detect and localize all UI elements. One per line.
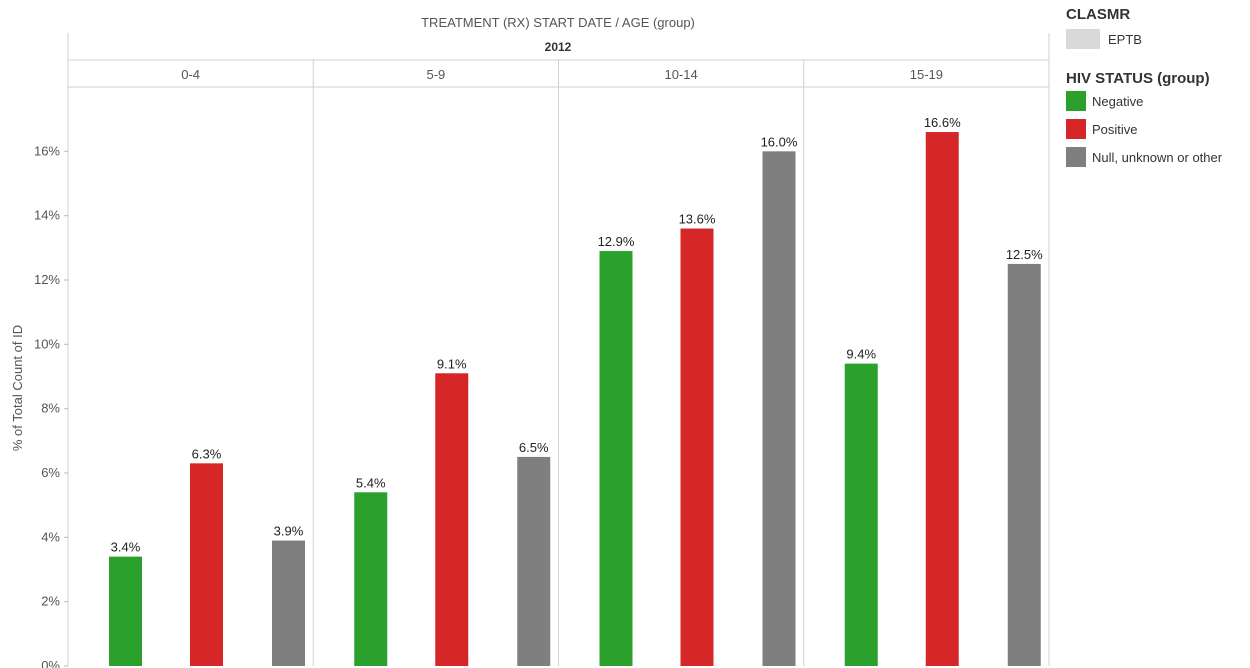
bar-10-14-negative[interactable] xyxy=(599,251,633,667)
bar-chart: TREATMENT (RX) START DATE / AGE (group) … xyxy=(10,15,1050,668)
year-header: 2012 xyxy=(545,40,572,54)
y-tick-label: 6% xyxy=(41,465,60,480)
bar-value-label: 9.4% xyxy=(846,347,876,362)
legend-item-eptb[interactable]: EPTB xyxy=(1066,28,1142,50)
legend-item-null-unknown-other[interactable]: Null, unknown or other xyxy=(1066,146,1222,168)
bar-value-label: 13.6% xyxy=(679,212,716,227)
bar-10-14-null[interactable] xyxy=(762,151,796,667)
legend-swatch-negative xyxy=(1066,91,1086,111)
bar-value-label: 5.4% xyxy=(356,475,386,490)
category-header-10-14: 10-14 xyxy=(665,67,698,82)
y-axis-label: % of Total Count of ID xyxy=(10,325,25,451)
y-tick-label: 4% xyxy=(41,529,60,544)
category-header-5-9: 5-9 xyxy=(426,67,445,82)
bar-value-label: 16.0% xyxy=(761,134,798,149)
legend-label-null-unknown-other: Null, unknown or other xyxy=(1092,149,1223,165)
y-tick-label: 2% xyxy=(41,594,60,609)
bar-value-label: 12.5% xyxy=(1006,247,1043,262)
legend-swatch-null-unknown-other xyxy=(1066,147,1086,167)
bar-value-label: 9.1% xyxy=(437,356,467,371)
bar-value-label: 16.6% xyxy=(924,115,961,130)
bar-10-14-positive[interactable] xyxy=(680,228,714,667)
y-tick-label: 12% xyxy=(34,272,60,287)
y-tick-label: 0% xyxy=(41,658,60,668)
y-tick-label: 16% xyxy=(34,143,60,158)
legend-swatch-positive xyxy=(1066,119,1086,139)
legend-item-negative[interactable]: Negative xyxy=(1066,90,1143,112)
bar-15-19-null[interactable] xyxy=(1007,263,1041,666)
bar-value-label: 6.5% xyxy=(519,440,549,455)
bar-15-19-positive[interactable] xyxy=(925,132,959,667)
bar-0-4-negative[interactable] xyxy=(109,556,142,666)
legend-title-clasmr: CLASMR xyxy=(1066,6,1131,23)
bar-5-9-negative[interactable] xyxy=(354,492,388,666)
bar-value-label: 3.4% xyxy=(111,540,141,555)
legend-swatch-eptb xyxy=(1066,29,1100,49)
bar-value-label: 6.3% xyxy=(192,446,222,461)
bar-15-19-negative[interactable] xyxy=(844,363,878,666)
bar-value-label: 12.9% xyxy=(598,234,635,249)
legend-title-hiv-status: HIV STATUS (group) xyxy=(1066,70,1210,87)
legend-label-negative: Negative xyxy=(1092,93,1144,109)
bar-value-label: 3.9% xyxy=(274,524,304,539)
category-header-15-19: 15-19 xyxy=(910,67,943,82)
y-tick-label: 14% xyxy=(34,208,60,223)
legend-item-positive[interactable]: Positive xyxy=(1066,118,1138,140)
bar-0-4-positive[interactable] xyxy=(190,463,223,666)
legend-label-positive: Positive xyxy=(1092,121,1138,137)
bar-5-9-null[interactable] xyxy=(517,456,551,666)
category-header-0-4: 0-4 xyxy=(181,67,200,82)
y-tick-label: 8% xyxy=(41,401,60,416)
y-tick-label: 10% xyxy=(34,336,60,351)
legend-label-eptb: EPTB xyxy=(1108,31,1142,47)
bar-5-9-positive[interactable] xyxy=(435,373,469,666)
chart-title: TREATMENT (RX) START DATE / AGE (group) xyxy=(421,15,695,30)
bar-0-4-null[interactable] xyxy=(272,540,305,666)
